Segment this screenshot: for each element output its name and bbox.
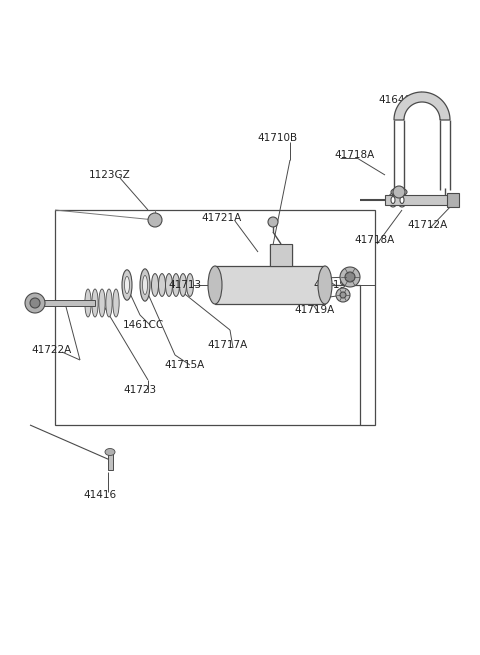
Ellipse shape xyxy=(143,276,147,295)
Text: 41717A: 41717A xyxy=(208,340,248,350)
Ellipse shape xyxy=(99,289,105,317)
Bar xyxy=(270,244,292,266)
Circle shape xyxy=(393,186,405,198)
Ellipse shape xyxy=(106,289,112,317)
Ellipse shape xyxy=(158,274,166,297)
Ellipse shape xyxy=(85,289,91,317)
Circle shape xyxy=(30,298,40,308)
Bar xyxy=(108,452,113,470)
Ellipse shape xyxy=(397,193,407,207)
Ellipse shape xyxy=(180,274,187,297)
Text: 41715A: 41715A xyxy=(165,360,205,370)
Bar xyxy=(35,300,95,306)
Ellipse shape xyxy=(113,289,119,317)
Text: 41416: 41416 xyxy=(84,490,117,500)
Text: 1461CC: 1461CC xyxy=(122,320,164,330)
Circle shape xyxy=(268,217,278,227)
Ellipse shape xyxy=(140,269,150,301)
Text: 41721A: 41721A xyxy=(202,213,242,223)
Text: 41719A: 41719A xyxy=(295,305,335,315)
Text: 41718A: 41718A xyxy=(355,235,395,245)
Ellipse shape xyxy=(318,266,332,304)
Ellipse shape xyxy=(124,276,130,293)
Ellipse shape xyxy=(172,274,180,297)
Circle shape xyxy=(25,293,45,313)
Ellipse shape xyxy=(400,196,404,204)
Ellipse shape xyxy=(187,274,193,297)
Bar xyxy=(55,210,375,425)
Bar xyxy=(447,193,459,207)
Polygon shape xyxy=(394,92,450,120)
Text: 41713: 41713 xyxy=(168,280,202,290)
Text: 41712A: 41712A xyxy=(408,220,448,230)
Text: 1123GZ: 1123GZ xyxy=(89,170,131,180)
Text: 41722A: 41722A xyxy=(32,345,72,355)
Text: 41640: 41640 xyxy=(379,95,411,105)
Ellipse shape xyxy=(152,274,158,297)
Text: 41719: 41719 xyxy=(313,280,347,290)
Circle shape xyxy=(340,267,360,287)
Ellipse shape xyxy=(166,274,172,297)
Text: 41723: 41723 xyxy=(123,385,156,395)
Text: 41718A: 41718A xyxy=(335,150,375,160)
Ellipse shape xyxy=(388,193,397,207)
Text: 41710B: 41710B xyxy=(258,133,298,143)
Ellipse shape xyxy=(92,289,98,317)
Ellipse shape xyxy=(208,266,222,304)
Circle shape xyxy=(336,288,350,302)
Ellipse shape xyxy=(122,270,132,300)
Bar xyxy=(215,266,325,304)
Circle shape xyxy=(148,213,162,227)
Bar xyxy=(385,195,450,205)
Ellipse shape xyxy=(391,188,407,196)
Ellipse shape xyxy=(391,196,395,204)
Circle shape xyxy=(345,272,355,282)
Ellipse shape xyxy=(105,449,115,455)
Circle shape xyxy=(340,292,346,298)
